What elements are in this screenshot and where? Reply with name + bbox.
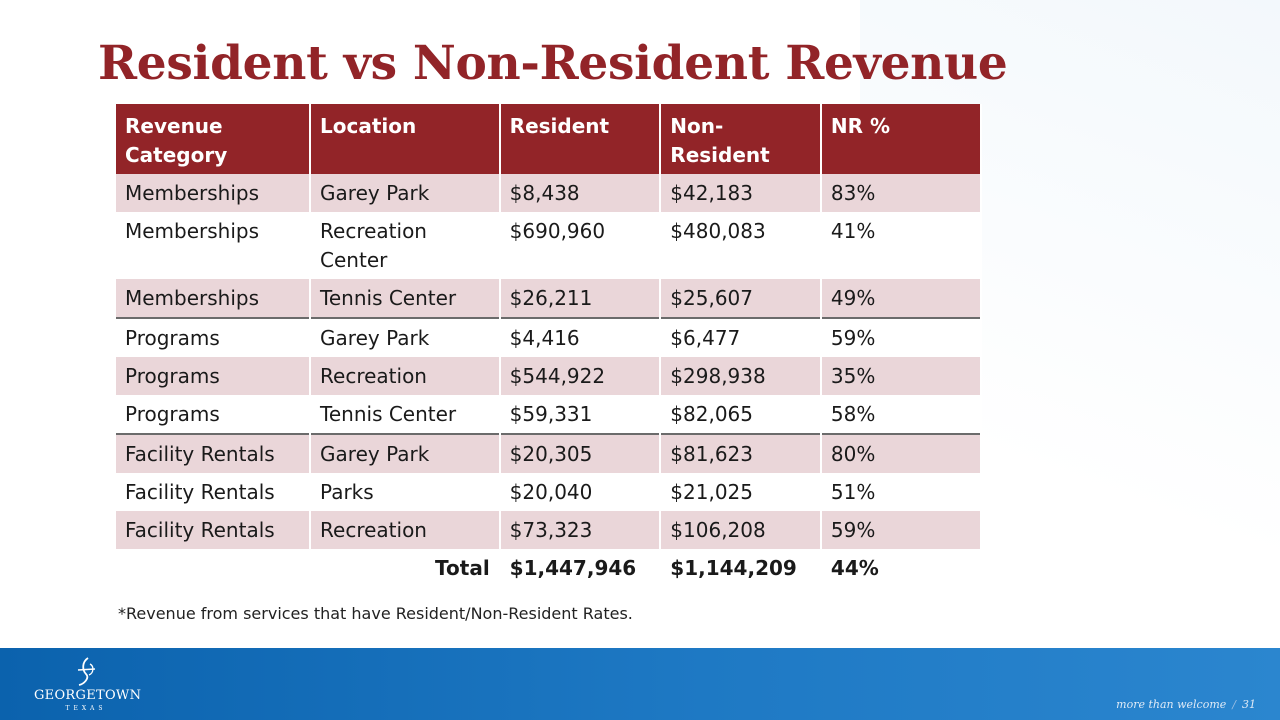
cell-resident: $26,211	[499, 279, 662, 318]
table-row: Programs Garey Park $4,416 $6,477 59%	[116, 317, 983, 357]
cell-non-resident: $106,208	[660, 511, 822, 549]
logo-subtext: TEXAS	[65, 705, 107, 712]
tagline-text: more than welcome	[1116, 698, 1227, 711]
cell-category: Memberships	[116, 279, 312, 318]
page-number: 31	[1242, 698, 1256, 711]
cell-location: Garey Park	[310, 317, 501, 357]
cell-resident: $59,331	[499, 395, 662, 434]
slide-title: Resident vs Non-Resident Revenue	[98, 36, 1008, 91]
cell-nr-percent: 59%	[820, 317, 983, 357]
cell-non-resident: $21,025	[660, 473, 822, 511]
cell-resident: $690,960	[499, 212, 662, 279]
cell-resident: $20,305	[499, 433, 662, 473]
total-non-resident: $1,144,209	[660, 549, 822, 587]
cell-location: Parks	[310, 473, 501, 511]
header-location: Location	[310, 104, 501, 174]
cell-category: Facility Rentals	[116, 511, 312, 549]
cell-resident: $20,040	[499, 473, 662, 511]
total-row: Total $1,447,946 $1,144,209 44%	[116, 549, 983, 587]
footer-tagline: more than welcome / 31	[1116, 698, 1256, 711]
cell-location: Recreation	[310, 357, 501, 395]
cell-resident: $544,922	[499, 357, 662, 395]
header-non-resident: Non-Resident	[660, 104, 822, 174]
cell-resident: $4,416	[499, 317, 662, 357]
cell-category: Facility Rentals	[116, 433, 312, 473]
table-row: Memberships Garey Park $8,438 $42,183 83…	[116, 174, 983, 212]
cell-nr-percent: 59%	[820, 511, 983, 549]
header-nr-percent: NR %	[820, 104, 983, 174]
table-row: Facility Rentals Parks $20,040 $21,025 5…	[116, 473, 983, 511]
total-resident: $1,447,946	[499, 549, 662, 587]
cell-category: Programs	[116, 357, 312, 395]
total-nr-percent: 44%	[820, 549, 983, 587]
cell-nr-percent: 49%	[820, 279, 983, 318]
cell-non-resident: $480,083	[660, 212, 822, 279]
revenue-table: Revenue Category Location Resident Non-R…	[116, 104, 983, 587]
tagline-separator: /	[1232, 698, 1236, 711]
cell-location: Garey Park	[310, 174, 501, 212]
cell-resident: $73,323	[499, 511, 662, 549]
cell-nr-percent: 83%	[820, 174, 983, 212]
cell-location: Recreation Center	[310, 212, 501, 279]
cell-nr-percent: 80%	[820, 433, 983, 473]
cell-category: Programs	[116, 317, 312, 357]
cell-location: Tennis Center	[310, 279, 501, 318]
cell-non-resident: $298,938	[660, 357, 822, 395]
header-resident: Resident	[499, 104, 662, 174]
logo-emblem-icon	[77, 657, 96, 686]
cell-resident: $8,438	[499, 174, 662, 212]
cell-non-resident: $25,607	[660, 279, 822, 318]
cell-nr-percent: 51%	[820, 473, 983, 511]
georgetown-logo: GEORGETOWN TEXAS	[34, 656, 142, 716]
cell-nr-percent: 58%	[820, 395, 983, 434]
table-row: Memberships Tennis Center $26,211 $25,60…	[116, 279, 983, 318]
table-row: Facility Rentals Garey Park $20,305 $81,…	[116, 433, 983, 473]
footer-bar: GEORGETOWN TEXAS more than welcome / 31	[0, 648, 1280, 720]
cell-non-resident: $82,065	[660, 395, 822, 434]
table-row: Programs Recreation $544,922 $298,938 35…	[116, 357, 983, 395]
cell-category: Programs	[116, 395, 312, 434]
footnote: *Revenue from services that have Residen…	[118, 604, 633, 623]
cell-location: Garey Park	[310, 433, 501, 473]
table-row: Facility Rentals Recreation $73,323 $106…	[116, 511, 983, 549]
cell-category: Memberships	[116, 174, 312, 212]
cell-non-resident: $42,183	[660, 174, 822, 212]
total-label: Total	[116, 549, 501, 587]
cell-category: Memberships	[116, 212, 312, 279]
cell-category: Facility Rentals	[116, 473, 312, 511]
table-row: Memberships Recreation Center $690,960 $…	[116, 212, 983, 279]
cell-nr-percent: 35%	[820, 357, 983, 395]
cell-non-resident: $6,477	[660, 317, 822, 357]
table-header-row: Revenue Category Location Resident Non-R…	[116, 104, 983, 174]
cell-non-resident: $81,623	[660, 433, 822, 473]
cell-location: Tennis Center	[310, 395, 501, 434]
header-revenue-category: Revenue Category	[116, 104, 312, 174]
logo-name: GEORGETOWN	[34, 688, 142, 703]
cell-location: Recreation	[310, 511, 501, 549]
cell-nr-percent: 41%	[820, 212, 983, 279]
table-row: Programs Tennis Center $59,331 $82,065 5…	[116, 395, 983, 434]
